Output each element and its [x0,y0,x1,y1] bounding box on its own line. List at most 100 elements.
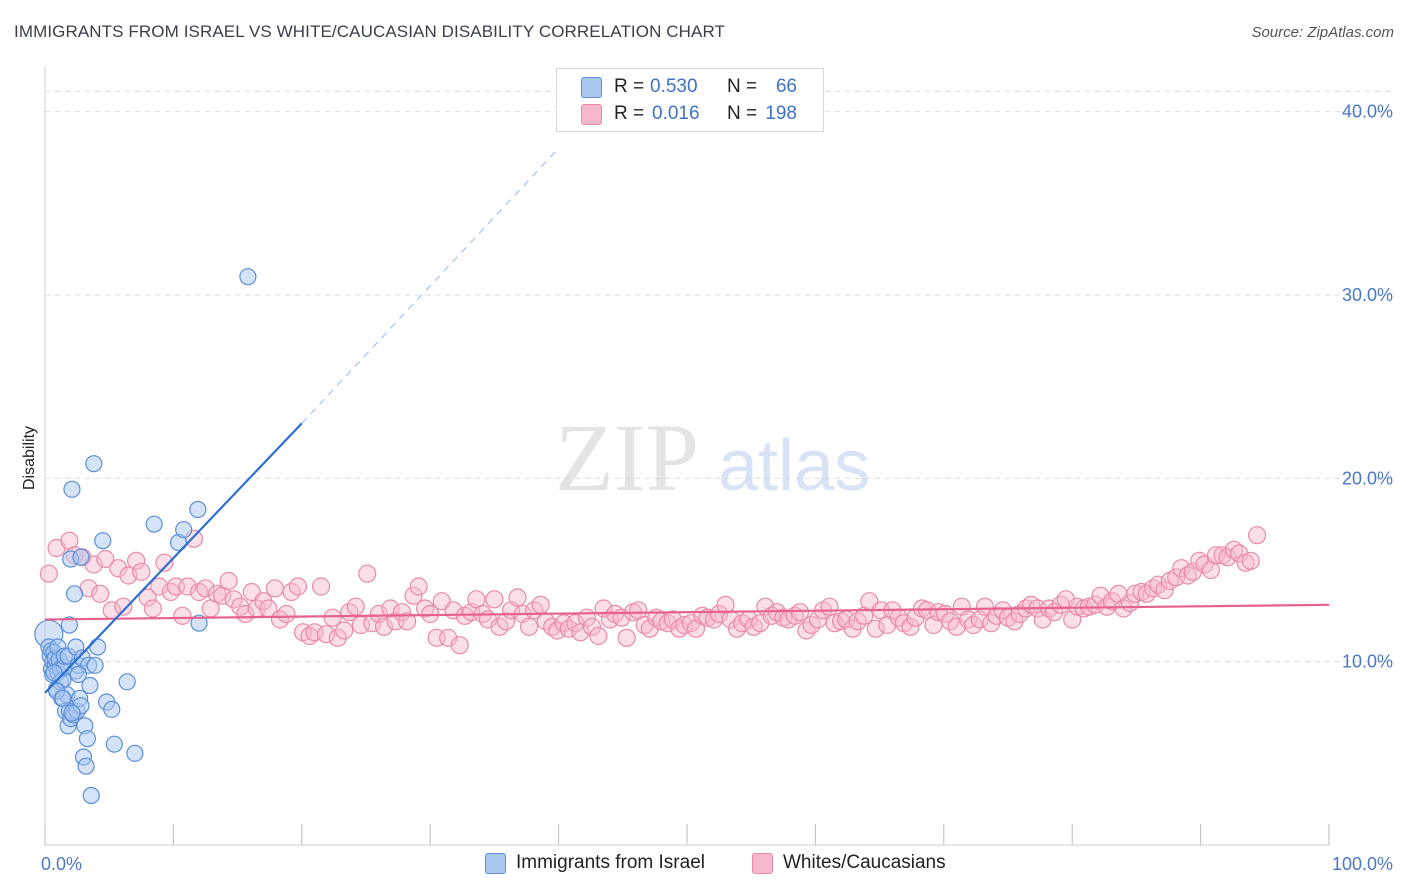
point-whites [508,588,527,607]
point-whites [138,588,157,607]
point-israel [189,500,207,519]
point-whites [265,579,284,598]
point-israel [78,730,96,748]
point-israel [63,480,81,498]
y-tick-label: 10.0% [1342,652,1393,672]
bottom-legend-swatch-whites [752,853,773,874]
series-whites-caucasians [39,526,1267,655]
point-whites [155,553,174,572]
point-whites [328,628,347,647]
point-israel [77,757,95,775]
y-tick-label: 20.0% [1342,468,1393,488]
point-whites [288,577,308,596]
bottom-legend-label-israel: Immigrants from Israel [516,852,705,873]
correlation-legend: R = 0.530 N = 66 R = 0.016 N = 198 [556,68,824,132]
point-israel [94,532,112,550]
legend-n-value: 198 [765,103,797,124]
legend-r-value: 0.530 [650,76,698,97]
point-whites [1218,548,1237,567]
legend-r-label: R = [614,103,645,124]
point-whites [866,619,885,638]
legend-row-israel: R = 0.530 N = 66 [557,73,823,101]
point-whites [409,577,428,596]
point-israel [82,786,100,805]
point-whites [709,604,729,624]
point-israel [45,664,63,682]
point-israel [86,656,104,674]
point-whites [790,603,810,622]
point-whites [600,610,620,629]
point-israel [118,673,136,691]
point-whites [415,599,435,618]
point-whites [346,597,365,616]
point-whites [1241,551,1260,570]
point-whites [335,621,354,640]
point-whites [531,595,550,614]
legend-n-label: N = [727,103,758,124]
point-whites [1206,546,1226,565]
point-whites [404,586,423,605]
legend-n-value: 66 [775,76,797,97]
bottom-legend-swatch-israel [485,853,506,874]
y-tick-label: 40.0% [1342,102,1393,122]
point-whites [675,615,694,635]
point-israel [126,744,144,762]
point-israel [54,689,72,707]
point-whites [323,608,342,627]
point-whites [582,617,602,636]
point-whites [820,597,839,616]
point-whites [825,614,844,633]
axis-layer [44,67,1330,846]
legend-n-label: N = [727,76,758,97]
point-whites [397,612,417,631]
point-israel [103,700,121,718]
point-whites [1247,526,1267,545]
legend-swatch-whites [581,104,602,125]
chart-title: IMMIGRANTS FROM ISRAEL VS WHITE/CAUCASIA… [14,22,726,41]
point-whites [317,625,336,644]
point-whites [450,636,469,655]
bottom-legend-label-whites: Whites/Caucasians [783,852,946,873]
point-whites [589,626,608,646]
trend-line-israel [44,422,303,694]
point-whites [96,549,115,569]
point-whites [698,608,717,627]
x-tick-label-min: 0.0% [41,854,82,874]
point-israel [239,268,257,286]
trend-line-israel-extension [301,147,560,424]
point-whites [173,606,192,625]
point-israel [175,521,193,539]
point-whites [143,599,162,618]
x-tick-label-max: 100.0% [1332,854,1393,874]
point-whites [617,628,636,647]
point-whites [1167,568,1186,587]
point-israel [81,676,99,695]
legend-swatch-israel [581,77,602,98]
watermark-atlas: atlas [718,426,870,506]
point-whites [178,577,197,596]
trend-line-whites [44,603,1330,621]
point-whites [132,562,151,581]
point-israel [89,638,107,656]
point-israel [63,704,81,722]
point-whites [305,623,324,642]
point-whites [127,551,146,570]
point-israel [190,614,208,632]
point-whites [663,610,682,629]
point-israel [69,665,87,684]
point-whites [485,590,504,609]
point-israel [60,616,78,634]
source-attribution: Source: ZipAtlas.com [1251,24,1394,41]
point-whites [901,617,920,636]
point-whites [548,621,567,640]
point-whites [219,571,238,591]
legend-r-label: R = [614,76,645,97]
point-whites [1155,581,1174,600]
trend-lines [44,147,1330,694]
point-whites [1091,586,1110,605]
point-israel [145,515,163,533]
point-whites [114,597,133,616]
y-axis-label: Disability [21,426,38,490]
tick-labels: 10.0% 20.0% 30.0% 40.0% 0.0% 100.0% [41,102,1393,874]
